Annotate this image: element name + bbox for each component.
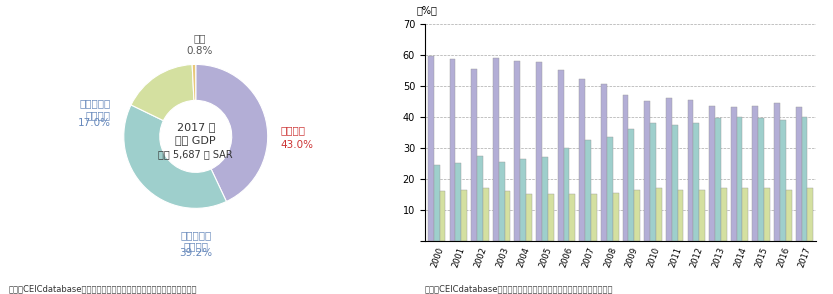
Bar — [477, 156, 483, 241]
Text: 0.8%: 0.8% — [186, 46, 212, 56]
Bar — [807, 188, 813, 241]
Wedge shape — [131, 64, 194, 121]
Bar — [774, 103, 780, 241]
Bar — [687, 100, 693, 241]
Bar — [456, 163, 461, 241]
Text: 誤差: 誤差 — [193, 33, 206, 43]
Text: 39.2%: 39.2% — [179, 248, 212, 258]
Bar — [796, 107, 801, 241]
Bar — [786, 190, 791, 241]
Text: 実質 GDP: 実質 GDP — [176, 135, 216, 145]
Text: 資料：CEICdatabase、サウジアラビア統計総合庁から経済産業省作成。: 資料：CEICdatabase、サウジアラビア統計総合庁から経済産業省作成。 — [425, 284, 613, 293]
Bar — [548, 194, 554, 241]
Text: 資料：CEICdatabase、サウジアラビア統計総合庁から経済産業省作成。: 資料：CEICdatabase、サウジアラビア統計総合庁から経済産業省作成。 — [8, 284, 197, 293]
Bar — [461, 190, 467, 241]
Bar — [671, 125, 677, 241]
Text: 非石油部門
（民間）: 非石油部門 （民間） — [180, 230, 212, 252]
Bar — [780, 120, 786, 241]
Bar — [666, 98, 671, 241]
Bar — [736, 117, 742, 241]
Bar — [607, 137, 613, 241]
Bar — [434, 165, 440, 241]
Bar — [515, 61, 521, 241]
Bar — [634, 190, 640, 241]
Bar — [526, 194, 532, 241]
Bar — [505, 191, 511, 241]
Bar — [428, 56, 434, 241]
Bar — [693, 123, 699, 241]
Bar — [558, 70, 564, 241]
Text: （%）: （%） — [417, 5, 438, 15]
Bar — [622, 95, 628, 241]
Bar — [493, 58, 499, 241]
Bar — [709, 106, 715, 241]
Bar — [536, 62, 542, 241]
Bar — [483, 188, 489, 241]
Bar — [715, 118, 721, 241]
Bar — [542, 157, 548, 241]
Bar — [471, 69, 477, 241]
Bar — [613, 193, 619, 241]
Bar — [586, 140, 591, 241]
Bar — [644, 101, 650, 241]
Bar — [650, 123, 656, 241]
Bar — [656, 188, 661, 241]
Text: 17.0%: 17.0% — [77, 118, 111, 128]
Bar — [591, 194, 597, 241]
Text: ２兆 5,687 億 SAR: ２兆 5,687 億 SAR — [158, 149, 233, 159]
Bar — [764, 188, 770, 241]
Bar — [521, 159, 526, 241]
Bar — [450, 59, 456, 241]
Bar — [601, 84, 607, 241]
Bar — [564, 148, 570, 241]
Bar — [752, 106, 758, 241]
Bar — [699, 190, 705, 241]
Wedge shape — [124, 105, 227, 208]
Bar — [677, 190, 683, 241]
Text: 43.0%: 43.0% — [281, 140, 314, 150]
Bar — [580, 79, 586, 241]
Wedge shape — [192, 64, 196, 101]
Wedge shape — [196, 64, 267, 201]
Text: 非石油部門
（政府）: 非石油部門 （政府） — [80, 98, 111, 120]
Bar — [499, 162, 505, 241]
Text: 石油部門: 石油部門 — [281, 126, 306, 136]
Bar — [628, 129, 634, 241]
Text: 2017 年: 2017 年 — [177, 122, 215, 132]
Bar — [721, 188, 726, 241]
Bar — [758, 118, 764, 241]
Bar — [742, 188, 748, 241]
Bar — [801, 117, 807, 241]
Bar — [570, 194, 576, 241]
Bar — [440, 191, 446, 241]
Bar — [731, 107, 736, 241]
